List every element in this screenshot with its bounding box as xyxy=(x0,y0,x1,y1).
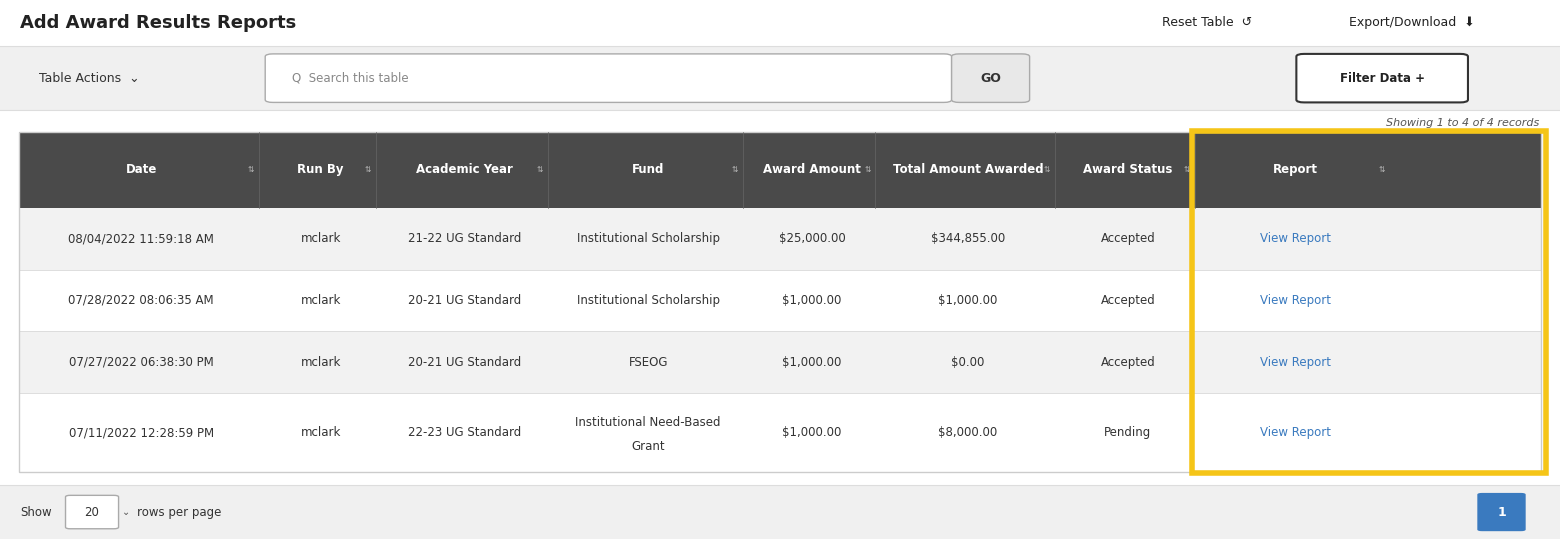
Text: Accepted: Accepted xyxy=(1100,232,1156,245)
Text: View Report: View Report xyxy=(1260,232,1331,245)
Text: $25,000.00: $25,000.00 xyxy=(778,232,846,245)
Text: 07/11/2022 12:28:59 PM: 07/11/2022 12:28:59 PM xyxy=(69,426,214,439)
Text: mclark: mclark xyxy=(301,356,340,369)
Text: ⇅: ⇅ xyxy=(732,165,738,174)
Text: Institutional Scholarship: Institutional Scholarship xyxy=(577,294,719,307)
Text: mclark: mclark xyxy=(301,232,340,245)
Bar xyxy=(0,485,1560,539)
FancyBboxPatch shape xyxy=(1477,493,1526,531)
Text: Fund: Fund xyxy=(632,163,665,176)
Text: ⇅: ⇅ xyxy=(1379,165,1385,174)
Bar xyxy=(1192,131,1546,473)
Text: Academic Year: Academic Year xyxy=(417,163,513,176)
Text: Showing 1 to 4 of 4 records: Showing 1 to 4 of 4 records xyxy=(1387,118,1540,128)
Text: FSEOG: FSEOG xyxy=(629,356,668,369)
Text: Report: Report xyxy=(1273,163,1318,176)
Text: $1,000.00: $1,000.00 xyxy=(782,356,842,369)
Bar xyxy=(19,132,1541,208)
Text: Total Amount Awarded: Total Amount Awarded xyxy=(892,163,1044,176)
Text: Run By: Run By xyxy=(298,163,343,176)
Text: ⇅: ⇅ xyxy=(365,165,371,174)
Text: Pending: Pending xyxy=(1104,426,1151,439)
Text: Filter Data +: Filter Data + xyxy=(1340,72,1424,85)
Text: Table Actions  ⌄: Table Actions ⌄ xyxy=(39,72,140,85)
Text: 20-21 UG Standard: 20-21 UG Standard xyxy=(409,356,521,369)
Text: Award Status: Award Status xyxy=(1083,163,1173,176)
Text: GO: GO xyxy=(980,72,1002,85)
Text: View Report: View Report xyxy=(1260,426,1331,439)
Text: ⇅: ⇅ xyxy=(1184,165,1190,174)
Text: ⌄: ⌄ xyxy=(122,507,129,517)
Text: ⇅: ⇅ xyxy=(248,165,254,174)
Bar xyxy=(19,208,1541,270)
Text: $1,000.00: $1,000.00 xyxy=(782,426,842,439)
Text: Add Award Results Reports: Add Award Results Reports xyxy=(20,14,296,32)
Text: 22-23 UG Standard: 22-23 UG Standard xyxy=(409,426,521,439)
Text: 08/04/2022 11:59:18 AM: 08/04/2022 11:59:18 AM xyxy=(69,232,214,245)
Text: Export/Download  ⬇: Export/Download ⬇ xyxy=(1349,16,1476,30)
Bar xyxy=(0,0,1560,46)
FancyBboxPatch shape xyxy=(952,54,1030,102)
Text: Institutional Scholarship: Institutional Scholarship xyxy=(577,232,719,245)
Text: View Report: View Report xyxy=(1260,356,1331,369)
Text: View Report: View Report xyxy=(1260,294,1331,307)
Text: Institutional Need-Based: Institutional Need-Based xyxy=(576,416,721,429)
Text: 21-22 UG Standard: 21-22 UG Standard xyxy=(409,232,521,245)
Text: ⇅: ⇅ xyxy=(537,165,543,174)
FancyBboxPatch shape xyxy=(66,495,119,529)
Text: Accepted: Accepted xyxy=(1100,356,1156,369)
Text: 20: 20 xyxy=(84,506,100,519)
Text: rows per page: rows per page xyxy=(137,506,222,519)
Text: 07/28/2022 08:06:35 AM: 07/28/2022 08:06:35 AM xyxy=(69,294,214,307)
Text: Q  Search this table: Q Search this table xyxy=(292,72,409,85)
Text: Reset Table  ↺: Reset Table ↺ xyxy=(1162,16,1253,30)
Text: Award Amount: Award Amount xyxy=(763,163,861,176)
Bar xyxy=(19,132,1541,472)
Text: ⇅: ⇅ xyxy=(864,165,870,174)
Text: $1,000.00: $1,000.00 xyxy=(782,294,842,307)
Text: $0.00: $0.00 xyxy=(952,356,984,369)
FancyBboxPatch shape xyxy=(265,54,952,102)
Bar xyxy=(19,331,1541,393)
Text: mclark: mclark xyxy=(301,426,340,439)
Text: 07/27/2022 06:38:30 PM: 07/27/2022 06:38:30 PM xyxy=(69,356,214,369)
Text: 1: 1 xyxy=(1498,506,1505,519)
Text: $8,000.00: $8,000.00 xyxy=(939,426,997,439)
Text: Show: Show xyxy=(20,506,51,519)
Text: 20-21 UG Standard: 20-21 UG Standard xyxy=(409,294,521,307)
Text: $1,000.00: $1,000.00 xyxy=(938,294,998,307)
Bar xyxy=(19,270,1541,331)
Text: Accepted: Accepted xyxy=(1100,294,1156,307)
Text: $344,855.00: $344,855.00 xyxy=(931,232,1005,245)
FancyBboxPatch shape xyxy=(1296,54,1468,102)
Text: Date: Date xyxy=(125,163,158,176)
Text: Grant: Grant xyxy=(632,440,665,453)
Text: ⇅: ⇅ xyxy=(1044,165,1050,174)
Bar xyxy=(0,46,1560,110)
Bar xyxy=(19,393,1541,472)
Text: mclark: mclark xyxy=(301,294,340,307)
